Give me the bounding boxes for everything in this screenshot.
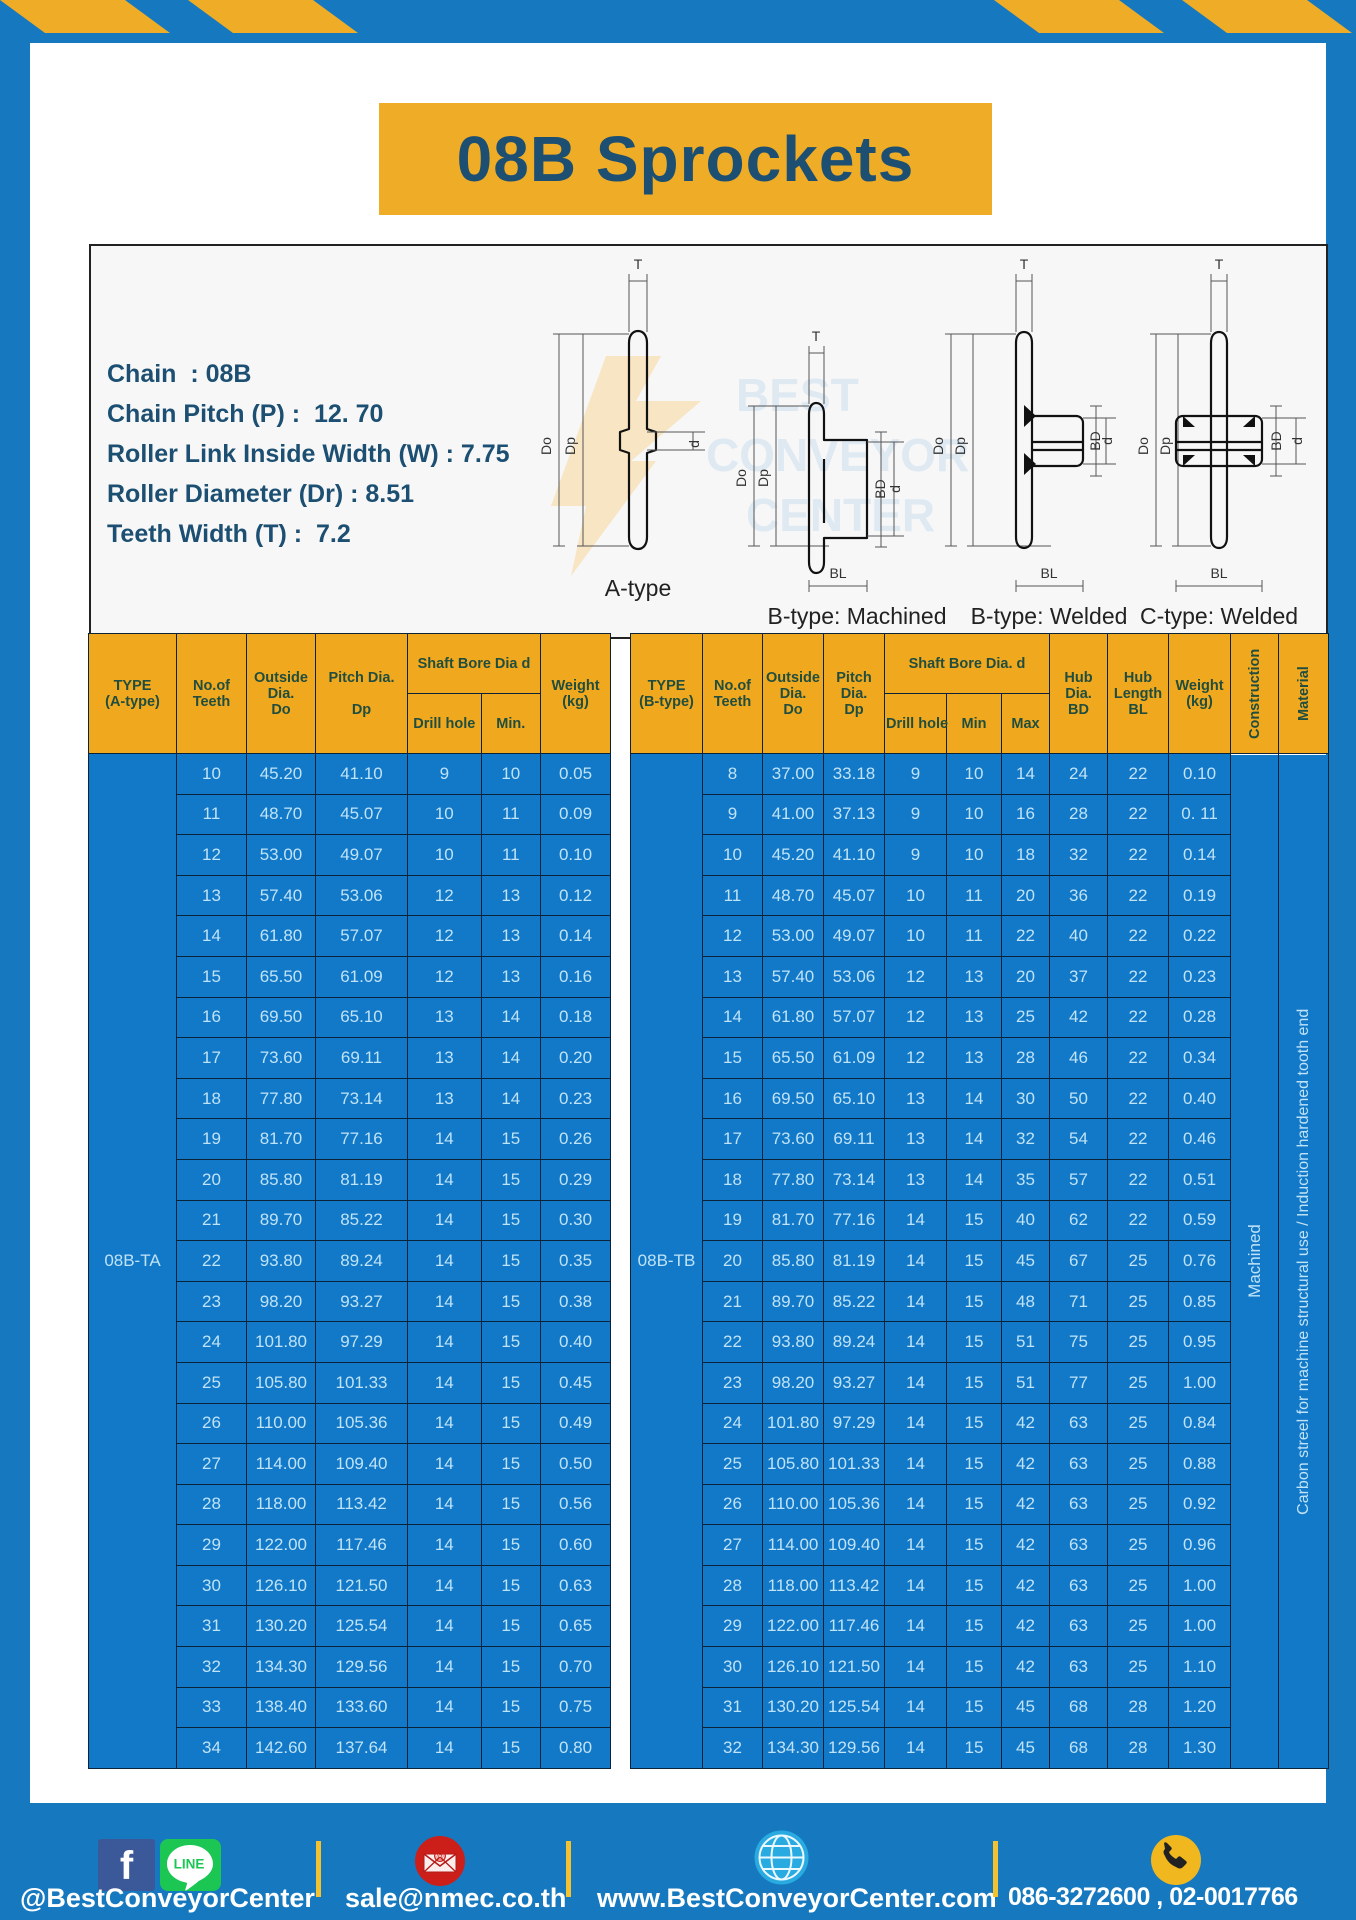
svg-text:CENTER: CENTER xyxy=(746,489,935,541)
svg-text:Dp: Dp xyxy=(1157,437,1173,455)
svg-text:Dp: Dp xyxy=(952,437,968,455)
svg-text:T: T xyxy=(634,256,643,272)
svg-text:@: @ xyxy=(436,1852,444,1861)
svg-text:T: T xyxy=(1020,256,1029,272)
svg-text:Do: Do xyxy=(1135,437,1151,455)
svg-text:d: d xyxy=(686,440,702,448)
svg-text:T: T xyxy=(812,328,821,344)
svg-text:BD: BD xyxy=(1087,431,1103,450)
svg-text:LINE: LINE xyxy=(174,1857,205,1872)
svg-text:f: f xyxy=(120,1844,134,1888)
svg-text:Do: Do xyxy=(538,437,554,455)
svg-text:Dp: Dp xyxy=(562,437,578,455)
svg-text:Do: Do xyxy=(930,437,946,455)
svg-text:d: d xyxy=(1289,437,1305,445)
svg-text:d: d xyxy=(887,485,903,493)
svg-text:BL: BL xyxy=(829,565,846,581)
svg-text:B-type: Machined: B-type: Machined xyxy=(768,603,947,629)
svg-text:A-type: A-type xyxy=(605,575,671,601)
svg-text:BD: BD xyxy=(872,479,888,498)
svg-text:BL: BL xyxy=(1040,565,1057,581)
svg-text:BD: BD xyxy=(1268,431,1284,450)
svg-text:B-type: Welded: B-type: Welded xyxy=(971,603,1128,629)
svg-text:Dp: Dp xyxy=(755,469,771,487)
svg-text:T: T xyxy=(1215,256,1224,272)
svg-text:BL: BL xyxy=(1210,565,1227,581)
svg-text:C-type: Welded: C-type: Welded xyxy=(1140,603,1298,629)
svg-text:Do: Do xyxy=(733,469,749,487)
